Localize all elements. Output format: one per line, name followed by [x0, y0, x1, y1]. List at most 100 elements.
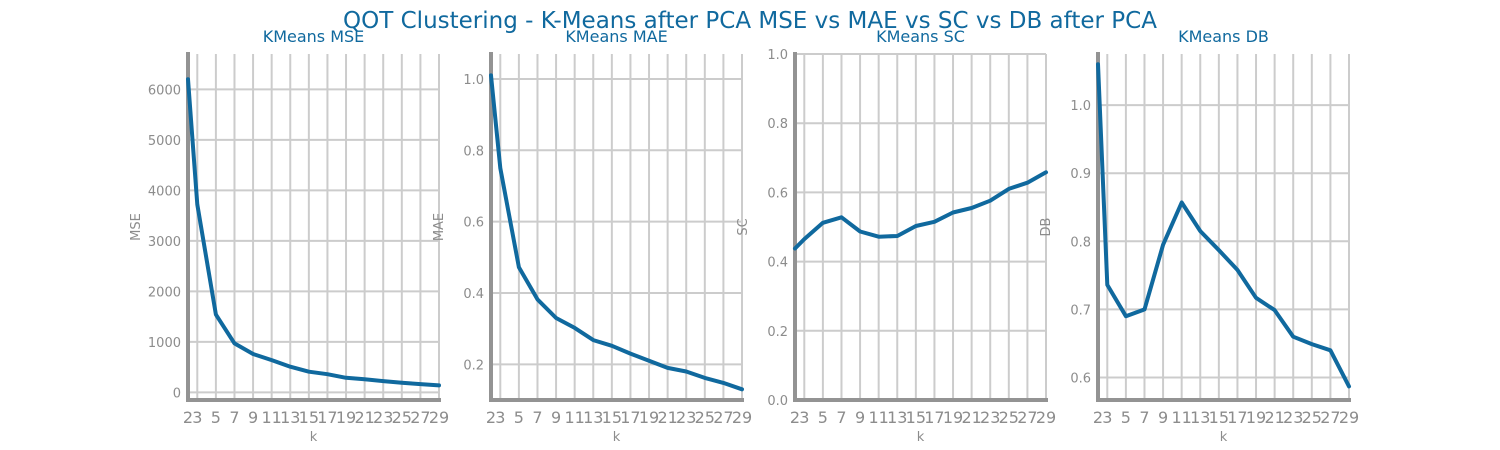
- x-tick-label: 23: [1283, 408, 1303, 427]
- x-tick-label: 5: [211, 408, 221, 427]
- x-tick-label: 11: [1171, 408, 1191, 427]
- y-axis-label: DB: [1039, 218, 1054, 237]
- x-tick-label: 7: [1139, 408, 1149, 427]
- x-tick-label: 7: [836, 408, 846, 427]
- y-tick-label: 6000: [148, 83, 181, 98]
- y-tick-label: 0.4: [767, 256, 788, 271]
- x-tick-label: 21: [354, 408, 374, 427]
- y-tick-label: 0.8: [1070, 235, 1091, 250]
- y-axis-label: MAE: [432, 213, 447, 241]
- chart-panel-3: 0.00.20.40.60.81.02 3 5 7 9 11131517192123252…: [736, 27, 1056, 445]
- panel-title: KMeans MAE: [565, 27, 667, 46]
- series-line: [793, 170, 1048, 251]
- x-tick-label: 25: [695, 408, 715, 427]
- y-tick-label: 5000: [148, 134, 181, 149]
- chart-panel-2: 0.20.40.60.81.02 3 5 7 9 11131517192123252729…: [432, 27, 752, 445]
- x-tick-label: 15: [906, 408, 926, 427]
- x-axis-label: k: [917, 430, 925, 445]
- x-tick-label: 13: [583, 408, 603, 427]
- x-tick-label: 3: [495, 408, 505, 427]
- x-tick-label: 19: [1246, 408, 1266, 427]
- x-tick-label: 9: [248, 408, 258, 427]
- x-tick-label: 7: [229, 408, 239, 427]
- x-tick-label: 15: [1209, 408, 1229, 427]
- x-tick-label: 21: [961, 408, 981, 427]
- chart-panel-4: 0.60.70.80.91.02 3 5 7 9 11131517192123252729…: [1039, 27, 1359, 445]
- x-tick-label: 9: [1158, 408, 1168, 427]
- y-tick-label: 0.6: [463, 216, 484, 231]
- y-axis-label: MSE: [129, 213, 144, 241]
- y-tick-label: 1000: [148, 336, 181, 351]
- x-tick-label: 11: [868, 408, 888, 427]
- x-tick-label: 2: [1093, 408, 1103, 427]
- y-tick-label: 3000: [148, 235, 181, 250]
- x-tick-label: 29: [1036, 408, 1056, 427]
- x-tick-label: 29: [429, 408, 449, 427]
- x-tick-label: 15: [299, 408, 319, 427]
- x-tick-label: 19: [336, 408, 356, 427]
- x-tick-label: 27: [713, 408, 733, 427]
- x-tick-label: 5: [1121, 408, 1131, 427]
- x-tick-label: 17: [317, 408, 337, 427]
- x-tick-label: 27: [410, 408, 430, 427]
- x-tick-label: 17: [924, 408, 944, 427]
- x-axis-label: k: [1220, 430, 1228, 445]
- x-tick-label: 13: [1190, 408, 1210, 427]
- x-tick-label: 13: [887, 408, 907, 427]
- panel-title: KMeans DB: [1178, 27, 1269, 46]
- x-tick-label: 2: [790, 408, 800, 427]
- x-tick-label: 7: [532, 408, 542, 427]
- x-tick-label: 23: [676, 408, 696, 427]
- y-tick-label: 0.2: [767, 325, 788, 340]
- y-tick-label: 4000: [148, 184, 181, 199]
- x-tick-label: 19: [943, 408, 963, 427]
- x-tick-label: 21: [1264, 408, 1284, 427]
- x-axis-label: k: [310, 430, 318, 445]
- x-tick-label: 25: [1302, 408, 1322, 427]
- x-tick-label: 9: [551, 408, 561, 427]
- series-line: [489, 73, 744, 392]
- panel-title: KMeans SC: [876, 27, 965, 46]
- y-axis-label: SC: [736, 218, 751, 235]
- figure-title: QOT Clustering - K-Means after PCA MSE v…: [343, 8, 1157, 34]
- y-tick-label: 1.0: [1070, 99, 1091, 114]
- x-tick-label: 5: [514, 408, 524, 427]
- y-tick-label: 0.8: [463, 144, 484, 159]
- x-tick-label: 15: [602, 408, 622, 427]
- x-tick-label: 3: [799, 408, 809, 427]
- x-tick-label: 23: [373, 408, 393, 427]
- x-tick-label: 17: [620, 408, 640, 427]
- y-tick-label: 0.0: [767, 394, 788, 409]
- y-tick-label: 0.6: [1070, 372, 1091, 387]
- x-tick-label: 29: [1339, 408, 1359, 427]
- y-tick-label: 0.8: [767, 117, 788, 132]
- x-tick-label: 27: [1017, 408, 1037, 427]
- x-tick-label: 29: [732, 408, 752, 427]
- x-tick-label: 3: [1102, 408, 1112, 427]
- y-tick-label: 1.0: [767, 48, 788, 63]
- x-tick-label: 2: [486, 408, 496, 427]
- x-tick-label: 9: [855, 408, 865, 427]
- x-tick-label: 5: [818, 408, 828, 427]
- x-tick-label: 19: [639, 408, 659, 427]
- x-tick-label: 25: [999, 408, 1019, 427]
- panel-title: KMeans MSE: [263, 27, 365, 46]
- y-tick-label: 0.2: [463, 358, 484, 373]
- x-tick-label: 11: [261, 408, 281, 427]
- y-tick-label: 0.4: [463, 287, 484, 302]
- series-line: [1096, 62, 1351, 389]
- y-tick-label: 0.6: [767, 186, 788, 201]
- x-tick-label: 21: [657, 408, 677, 427]
- x-tick-label: 27: [1320, 408, 1340, 427]
- series-line: [186, 77, 441, 388]
- y-tick-label: 0: [173, 386, 181, 401]
- x-tick-label: 11: [564, 408, 584, 427]
- y-tick-label: 0.7: [1070, 303, 1091, 318]
- y-tick-label: 0.9: [1070, 167, 1091, 182]
- x-tick-label: 3: [192, 408, 202, 427]
- x-tick-label: 25: [392, 408, 412, 427]
- y-tick-label: 1.0: [463, 73, 484, 88]
